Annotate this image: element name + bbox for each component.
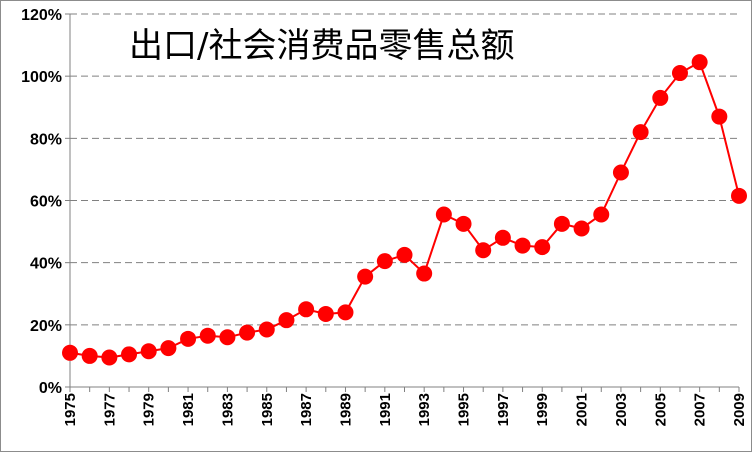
data-point bbox=[317, 305, 334, 322]
axes bbox=[65, 13, 740, 392]
data-point bbox=[219, 329, 236, 346]
x-tick-label: 1993 bbox=[416, 393, 433, 426]
y-tick-label: 60% bbox=[30, 194, 62, 211]
y-tick-label: 20% bbox=[30, 318, 62, 335]
data-point bbox=[81, 347, 98, 364]
data-point bbox=[416, 265, 433, 282]
series-line-path bbox=[69, 60, 740, 359]
data-point bbox=[62, 344, 78, 361]
data-point bbox=[593, 206, 610, 223]
x-tick-label: 1977 bbox=[101, 393, 118, 426]
data-point bbox=[199, 327, 216, 344]
x-tick-label: 1995 bbox=[456, 393, 473, 426]
data-point bbox=[396, 246, 413, 263]
data-point bbox=[671, 65, 688, 82]
data-point bbox=[455, 215, 472, 232]
x-tick-label: 1999 bbox=[534, 393, 551, 426]
x-tick-label: 2009 bbox=[731, 393, 748, 426]
data-point bbox=[731, 187, 747, 204]
data-point bbox=[357, 268, 374, 285]
y-tick-label: 0% bbox=[39, 380, 62, 397]
data-point bbox=[298, 301, 315, 318]
x-tick-label: 2003 bbox=[613, 393, 630, 426]
x-tick-label: 2007 bbox=[692, 393, 709, 426]
x-tick-label: 1987 bbox=[298, 393, 315, 426]
x-tick-label: 1983 bbox=[219, 393, 236, 426]
y-tick-label: 40% bbox=[30, 256, 62, 273]
data-point bbox=[514, 237, 531, 254]
x-tick-label: 1985 bbox=[259, 393, 276, 426]
x-tick-labels: 1975 1977 1979 1981 1983 1985 1987 1989 1991 1993… bbox=[62, 393, 748, 426]
series-line bbox=[69, 60, 740, 359]
y-tick-label: 120% bbox=[21, 7, 62, 24]
data-points bbox=[62, 54, 747, 366]
chart-title: 出口/社会消费品零售总额 bbox=[129, 26, 514, 66]
data-point bbox=[239, 324, 256, 341]
data-point bbox=[612, 164, 629, 181]
data-point bbox=[140, 343, 157, 360]
data-point bbox=[278, 312, 295, 329]
x-tick-label: 2001 bbox=[574, 393, 591, 426]
data-point bbox=[180, 330, 197, 347]
data-point bbox=[475, 242, 492, 259]
data-point bbox=[632, 124, 649, 141]
data-point bbox=[691, 54, 708, 71]
y-tick-labels: 0% 20% 40% 60% 80% 100% 120% bbox=[21, 7, 62, 397]
data-point bbox=[121, 346, 138, 363]
data-point bbox=[258, 321, 275, 338]
data-point bbox=[711, 108, 728, 125]
data-point bbox=[534, 239, 551, 256]
x-tick-label: 1997 bbox=[495, 393, 512, 426]
data-point bbox=[573, 220, 590, 237]
data-point bbox=[337, 304, 354, 321]
x-tick-label: 1981 bbox=[180, 393, 197, 426]
data-point bbox=[160, 340, 177, 357]
x-tick-label: 2005 bbox=[652, 393, 669, 426]
data-point bbox=[494, 229, 511, 246]
data-point bbox=[553, 215, 570, 232]
data-point bbox=[101, 349, 118, 366]
x-tick-label: 1991 bbox=[377, 393, 394, 426]
x-tick-label: 1979 bbox=[141, 393, 158, 426]
x-tick-label: 1975 bbox=[62, 393, 79, 426]
data-point bbox=[376, 253, 393, 270]
x-tick-label: 1989 bbox=[337, 393, 354, 426]
data-point bbox=[435, 206, 452, 223]
data-point bbox=[652, 89, 669, 106]
y-tick-label: 100% bbox=[21, 69, 62, 86]
y-tick-label: 80% bbox=[30, 131, 62, 148]
